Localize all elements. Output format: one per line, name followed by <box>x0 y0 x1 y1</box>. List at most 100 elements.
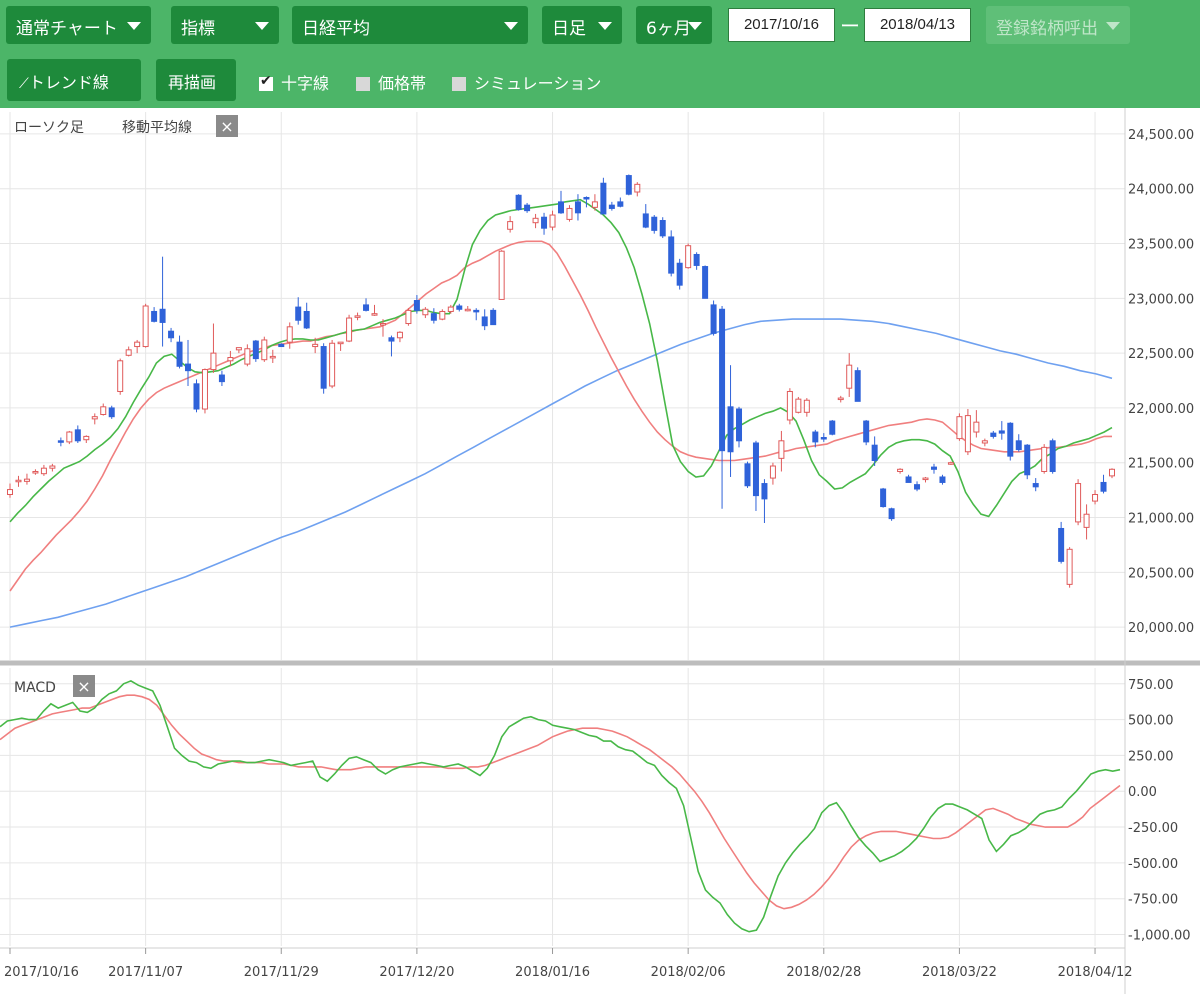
candle <box>541 212 548 235</box>
candle-body-down <box>914 484 921 490</box>
candle <box>964 409 971 456</box>
macd-tick-label: 0.00 <box>1128 785 1157 800</box>
candle-body-down <box>888 508 895 520</box>
candle-body-up <box>1066 548 1073 585</box>
legend-macd: MACD <box>14 680 56 696</box>
crosshair-toggle[interactable]: 十字線 <box>259 70 329 94</box>
candle <box>676 258 683 290</box>
price-tick-label: 24,500.00 <box>1128 128 1194 143</box>
candle-body-up <box>981 440 988 444</box>
candle <box>608 201 615 211</box>
candle <box>778 430 785 472</box>
candle <box>625 174 632 196</box>
candle-body-down <box>727 406 734 453</box>
candle <box>702 265 709 299</box>
saved-symbols-dropdown[interactable]: 登録銘柄呼出 <box>986 6 1130 44</box>
candle-body-up <box>786 390 793 421</box>
candle <box>371 304 378 316</box>
candle-body-down <box>176 341 183 367</box>
candle-body-down <box>693 253 700 266</box>
candle <box>939 474 946 485</box>
candle <box>947 461 954 465</box>
candle <box>803 398 810 417</box>
price-tick-label: 21,000.00 <box>1128 512 1194 527</box>
candle <box>286 322 293 349</box>
macd-panel-legend: MACD × <box>14 675 95 697</box>
candle <box>914 481 921 492</box>
chevron-down-icon <box>598 22 612 30</box>
close-main-indicator-button[interactable]: × <box>216 115 238 137</box>
chevron-down-icon <box>1106 22 1120 30</box>
macd-tick-label: -750.00 <box>1128 893 1178 908</box>
candle <box>303 302 310 330</box>
candle <box>820 433 827 442</box>
macd-tick-label: -1,000.00 <box>1128 929 1191 944</box>
symbol-dropdown[interactable]: 日経平均 <box>292 6 528 44</box>
candle-body-up <box>32 470 39 474</box>
candle <box>752 440 759 511</box>
candle-body-up <box>532 217 539 224</box>
candle <box>210 323 217 373</box>
candle-body-down <box>1015 440 1022 451</box>
candle <box>1024 444 1031 480</box>
macd-tick-label: -500.00 <box>1128 857 1178 872</box>
symbol-value: 日経平均 <box>302 19 370 39</box>
candle-body-up <box>66 431 73 443</box>
price-tick-label: 20,500.00 <box>1128 566 1194 581</box>
candle-body-up <box>286 326 293 343</box>
price-band-toggle[interactable]: 価格帯 <box>356 70 426 94</box>
candle <box>744 461 751 488</box>
macd-tick-label: -250.00 <box>1128 821 1178 836</box>
candle-body-up <box>1041 446 1048 472</box>
chart-type-dropdown[interactable]: 通常チャート <box>6 6 151 44</box>
simulation-toggle[interactable]: シミュレーション <box>452 70 601 94</box>
candle-body-up <box>1083 513 1090 528</box>
candle-body-down <box>761 483 768 500</box>
chevron-down-icon <box>255 22 269 30</box>
candle <box>617 197 624 208</box>
candle-body-up <box>354 315 361 318</box>
candlestick-series <box>7 174 1115 588</box>
candle-body-down <box>185 363 192 372</box>
indicator-dropdown[interactable]: 指標 <box>171 6 279 44</box>
candle <box>490 308 497 326</box>
candle <box>1066 547 1073 588</box>
close-macd-button[interactable]: × <box>73 675 95 697</box>
price-tick-label: 21,500.00 <box>1128 457 1194 472</box>
candle-body-up <box>379 323 386 326</box>
price-tick-label: 23,000.00 <box>1128 292 1194 307</box>
candle-body-down <box>659 220 666 237</box>
candle-body-up <box>244 348 251 365</box>
candle-body-down <box>413 300 420 311</box>
candle-body-up <box>261 339 268 361</box>
candle <box>566 205 573 222</box>
candle <box>558 190 564 214</box>
candle <box>888 507 895 521</box>
trend-line-button[interactable]: ⟋トレンド線 <box>7 59 141 101</box>
candle <box>337 341 344 351</box>
candle-body-down <box>515 194 522 211</box>
candle-body-up <box>507 221 514 230</box>
redraw-button[interactable]: 再描画 <box>156 59 236 101</box>
period-unit-dropdown[interactable]: 日足 <box>542 6 622 44</box>
close-icon: × <box>220 117 233 136</box>
date-to-input[interactable]: 2018/04/13 <box>864 8 971 42</box>
candle-body-down <box>752 442 759 497</box>
date-from-input[interactable]: 2017/10/16 <box>728 8 835 42</box>
candle <box>1015 434 1022 452</box>
range-dropdown[interactable]: 6ヶ月 <box>636 6 712 44</box>
simulation-label: シミュレーション <box>474 74 602 93</box>
macd-tick-label: 750.00 <box>1128 678 1174 693</box>
candle-body-down <box>812 431 819 443</box>
candle <box>261 336 268 362</box>
candle-body-up <box>337 341 344 345</box>
candle-body-down <box>541 216 548 229</box>
candle <box>507 216 514 233</box>
candle-body-down <box>583 196 590 200</box>
candle-body-up <box>7 489 13 496</box>
candle <box>405 308 412 326</box>
chart-area: 24,500.00 24,000.00 23,500.00 23,000.00 22,5… <box>0 108 1200 994</box>
candle-body-up <box>100 406 107 415</box>
candle-body-up <box>897 468 904 472</box>
candle-body-up <box>778 440 785 459</box>
